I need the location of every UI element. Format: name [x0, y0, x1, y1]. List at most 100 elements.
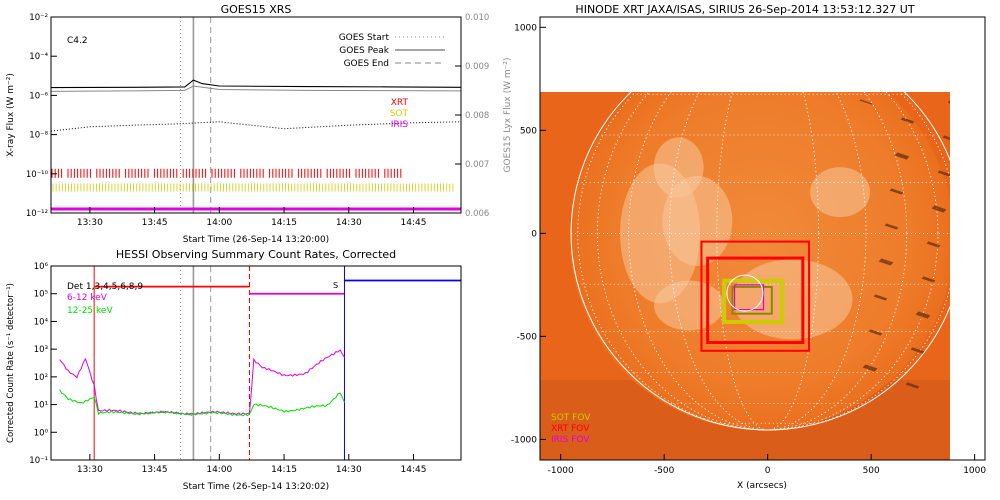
- streak-artifact: [921, 277, 935, 283]
- goes-flare-class: C4.2: [67, 36, 88, 46]
- iris-fov-box: [733, 284, 765, 311]
- xrt-xtick-label: -1000: [548, 466, 574, 476]
- streak-artifact: [873, 295, 887, 301]
- goes-curve-1: [51, 85, 461, 92]
- goes-ytick-label: 10⁻⁸: [29, 131, 48, 141]
- streak-artifact: [859, 99, 873, 105]
- xrt-fov-box-inner: [706, 256, 805, 345]
- streak-artifact: [890, 188, 904, 194]
- streak-artifact: [933, 205, 947, 211]
- xrt-title: HINODE XRT JAXA/ISAS, SIRIUS 26-Sep-2014…: [575, 3, 914, 16]
- goes-ylabel-right: GOES15 Lyx Flux (W m⁻²): [503, 58, 513, 173]
- xrt-image: [540, 92, 950, 460]
- goes-plot-area: [51, 17, 461, 213]
- streak-artifact: [911, 347, 925, 353]
- hessi-curve-0: [59, 349, 345, 416]
- region-marker: [726, 274, 764, 312]
- goes-curve-2: [51, 121, 461, 132]
- xrt-xtick-label: 500: [863, 466, 880, 476]
- hessi-ytick-label: 10⁻¹: [29, 456, 48, 466]
- hessi-panel: HESSI Observing Summary Count Rates, Cor…: [6, 248, 462, 492]
- legend-sot-fov: SOT FOV: [551, 413, 591, 423]
- solar-limb: [570, 92, 950, 431]
- streak-artifact: [937, 171, 950, 177]
- streak-artifact: [868, 330, 882, 336]
- bright-region: [732, 259, 853, 340]
- legend-goes-end: GOES End: [344, 59, 389, 69]
- streak-artifact: [885, 223, 899, 229]
- goes-title: GOES15 XRS: [221, 3, 292, 16]
- hessi-title: HESSI Observing Summary Count Rates, Cor…: [116, 248, 396, 261]
- sot-fov-box: [722, 278, 785, 324]
- legend-iris-fov: IRIS FOV: [551, 435, 590, 445]
- xrt-frame: [539, 16, 986, 461]
- goes-y2tick-label: 0.007: [465, 160, 489, 170]
- bright-region: [810, 167, 871, 218]
- hessi-frame: [50, 265, 462, 461]
- streak-artifact: [927, 241, 941, 247]
- hessi-xtick-label: 14:00: [206, 465, 232, 475]
- longitude-line: [668, 92, 867, 431]
- streak-artifact: [874, 294, 888, 300]
- hessi-xtick-label: 14:30: [336, 465, 362, 475]
- goes-xtick-label: 13:30: [77, 218, 103, 228]
- streak-artifact: [910, 348, 924, 354]
- streak-artifact: [879, 259, 893, 265]
- goes-ytick-label: 10⁻⁶: [29, 91, 48, 101]
- streak-artifact: [878, 260, 892, 266]
- xrt-xtick-label: 0: [765, 466, 771, 476]
- xrt-panel: HINODE XRT JAXA/ISAS, SIRIUS 26-Sep-2014…: [511, 3, 987, 491]
- streak-artifact: [915, 313, 929, 319]
- xrt-xlabel: X (arcsecs): [737, 481, 787, 491]
- hessi-xtick-label: 14:15: [271, 465, 297, 475]
- hessi-curve-1: [59, 389, 345, 417]
- xrt-ytick-label: -500: [517, 332, 538, 342]
- goes-ytick-label: 10⁻¹⁰: [26, 170, 49, 180]
- hessi-xtick-label: 13:45: [142, 465, 168, 475]
- goes-panel: GOES15 XRS 10⁻¹² 10⁻¹⁰ 10⁻⁸ 10⁻⁶ 10⁻⁴ 10⁻² 0.0…: [6, 3, 513, 245]
- streak-artifact: [905, 383, 919, 389]
- goes-xtick-label: 13:45: [142, 218, 168, 228]
- xrt-ytick-label: -1000: [511, 435, 537, 445]
- goes-xtick-label: 14:30: [336, 218, 362, 228]
- goes-y2tick-label: 0.006: [465, 209, 489, 219]
- streak-artifact: [880, 258, 894, 264]
- longitude-line: [628, 92, 908, 431]
- streak-artifact: [889, 189, 903, 195]
- streak-artifact: [895, 153, 909, 159]
- streak-artifact: [864, 364, 878, 370]
- label-iris: IRIS: [391, 120, 409, 130]
- goes-y2tick-label: 0.009: [465, 62, 489, 72]
- xrt-ytick-label: 0: [531, 229, 537, 239]
- legend-goes-start: GOES Start: [339, 33, 390, 43]
- hessi-xlabel: Start Time (26-Sep-14 13:20:02): [183, 482, 329, 492]
- xrt-xtick-label: -500: [654, 466, 675, 476]
- streak-artifact: [938, 170, 950, 176]
- streak-artifact: [863, 365, 877, 371]
- goes-ylabel: X-ray Flux (W m⁻²): [6, 73, 16, 157]
- goes-ytick-label: 10⁻⁴: [29, 52, 48, 62]
- instrument-labels: XRT SOT IRIS: [390, 98, 409, 130]
- bright-region: [662, 175, 733, 266]
- xrt-ytick-label: 1000: [514, 23, 537, 33]
- streak-artifact: [916, 312, 930, 318]
- legend-xrt-fov: XRT FOV: [551, 424, 590, 434]
- hessi-ytick-label: 10²: [34, 373, 48, 383]
- label-sot: SOT: [390, 109, 409, 119]
- bright-region: [654, 280, 725, 331]
- streak-artifact: [869, 329, 883, 335]
- legend-goes-peak: GOES Peak: [339, 46, 389, 56]
- goes-xtick-label: 14:15: [271, 218, 297, 228]
- hessi-s-marker: S: [333, 281, 338, 290]
- hessi-ytick-label: 10⁴: [34, 317, 49, 327]
- hessi-ytick-label: 10¹: [34, 401, 48, 411]
- xrt-xtick-label: 1000: [963, 466, 986, 476]
- goes-axes: 10⁻¹² 10⁻¹⁰ 10⁻⁸ 10⁻⁶ 10⁻⁴ 10⁻² 0.006 0.007 0.00…: [26, 13, 489, 228]
- hessi-ylabel: Corrected Count Rate (s⁻¹ detector⁻¹): [6, 283, 16, 443]
- streak-artifact: [926, 242, 940, 248]
- streak-artifact: [942, 136, 950, 140]
- streak-artifact: [884, 224, 898, 230]
- streak-artifact: [931, 207, 945, 213]
- goes-xtick-label: 14:00: [206, 218, 232, 228]
